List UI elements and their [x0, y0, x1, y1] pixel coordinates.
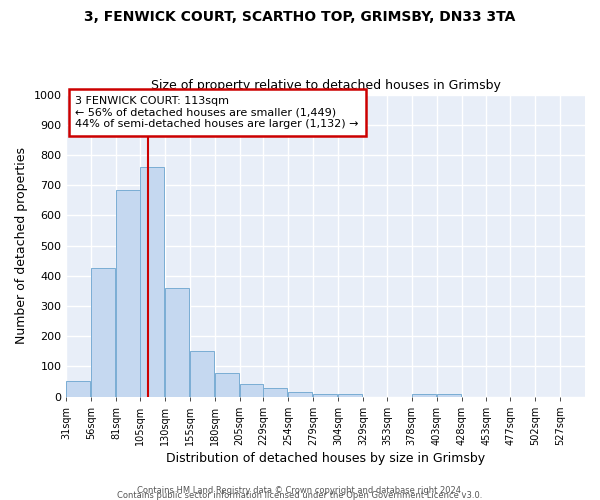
Bar: [165, 288, 189, 397]
X-axis label: Distribution of detached houses by size in Grimsby: Distribution of detached houses by size …: [166, 452, 485, 465]
Bar: [67, 382, 91, 396]
Y-axis label: Number of detached properties: Number of detached properties: [15, 147, 28, 344]
Text: Contains public sector information licensed under the Open Government Licence v3: Contains public sector information licen…: [118, 491, 482, 500]
Text: 3, FENWICK COURT, SCARTHO TOP, GRIMSBY, DN33 3TA: 3, FENWICK COURT, SCARTHO TOP, GRIMSBY, …: [85, 10, 515, 24]
Bar: [239, 384, 263, 396]
Text: 3 FENWICK COURT: 113sqm
← 56% of detached houses are smaller (1,449)
44% of semi: 3 FENWICK COURT: 113sqm ← 56% of detache…: [76, 96, 359, 130]
Bar: [313, 394, 337, 396]
Title: Size of property relative to detached houses in Grimsby: Size of property relative to detached ho…: [151, 79, 500, 92]
Bar: [437, 394, 461, 396]
Bar: [215, 373, 239, 396]
Bar: [263, 388, 287, 396]
Bar: [190, 350, 214, 397]
Bar: [289, 392, 312, 396]
Bar: [140, 167, 164, 396]
Bar: [412, 394, 436, 396]
Bar: [338, 394, 362, 396]
Bar: [91, 268, 115, 396]
Text: Contains HM Land Registry data © Crown copyright and database right 2024.: Contains HM Land Registry data © Crown c…: [137, 486, 463, 495]
Bar: [116, 190, 140, 396]
